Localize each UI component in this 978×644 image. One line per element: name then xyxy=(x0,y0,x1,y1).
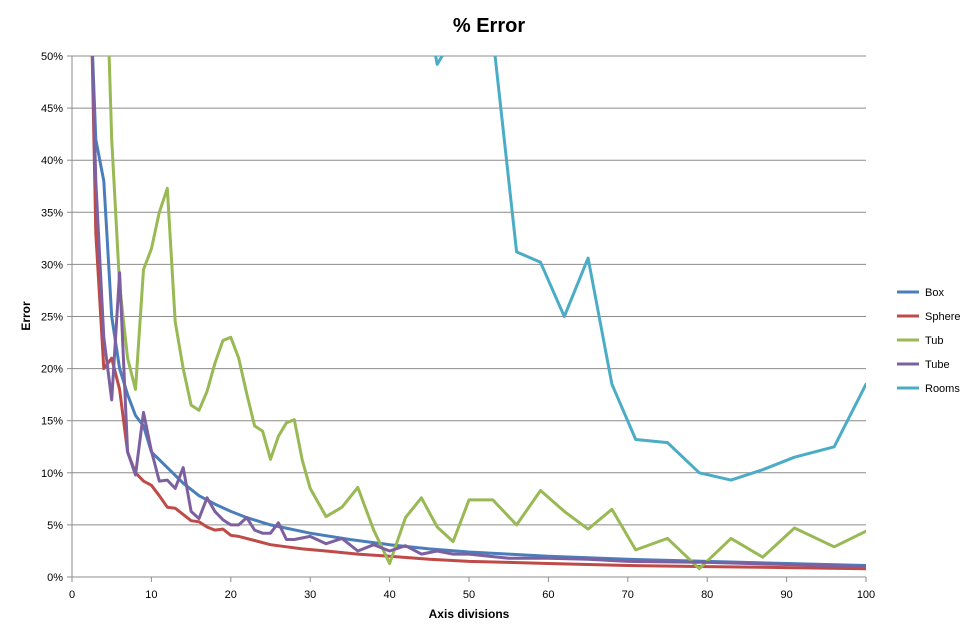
x-tick-label: 40 xyxy=(383,589,395,601)
x-tick-label: 20 xyxy=(225,589,237,601)
y-tick-label: 0% xyxy=(47,572,63,584)
series-line-tub xyxy=(107,56,866,571)
y-tick-label: 10% xyxy=(41,468,63,480)
gridlines xyxy=(72,55,866,526)
x-tick-label: 100 xyxy=(857,589,875,601)
series-line-rooms xyxy=(434,56,444,66)
y-tick-label: 5% xyxy=(47,520,63,532)
x-tick-label: 70 xyxy=(622,589,634,601)
axes xyxy=(67,55,867,582)
legend-label-tub: Tub xyxy=(925,335,944,347)
y-tick-label: 40% xyxy=(41,155,63,167)
legend: Box Sphere Tub Tube Rooms xyxy=(897,287,960,395)
legend-label-sphere: Sphere xyxy=(925,311,960,323)
x-tick-label: 90 xyxy=(780,589,792,601)
series-line-box xyxy=(91,56,866,567)
series-line-tube xyxy=(90,56,866,569)
y-axis-label: Error xyxy=(19,301,33,331)
legend-label-tube: Tube xyxy=(925,359,950,371)
series-lines xyxy=(90,56,866,571)
legend-label-box: Box xyxy=(925,287,944,299)
y-tick-label: 30% xyxy=(41,259,63,271)
y-tick-label: 20% xyxy=(41,364,63,376)
series-line-rooms xyxy=(493,56,866,482)
y-tick-label: 25% xyxy=(41,312,63,324)
tick-labels: 0% 5% 10% 15% 20% 25% 30% 35% 40% 45% 50% 0 10 20 30 40… xyxy=(41,51,875,601)
x-tick-label: 0 xyxy=(69,589,75,601)
chart-title: % Error xyxy=(453,15,525,37)
y-tick-label: 45% xyxy=(41,103,63,115)
y-tick-label: 50% xyxy=(41,51,63,63)
x-tick-label: 80 xyxy=(701,589,713,601)
y-tick-label: 15% xyxy=(41,416,63,428)
legend-label-rooms: Rooms xyxy=(925,383,960,395)
x-tick-label: 30 xyxy=(304,589,316,601)
x-axis-label: Axis divisions xyxy=(429,607,510,621)
x-tick-label: 50 xyxy=(463,589,475,601)
y-tick-label: 35% xyxy=(41,207,63,219)
x-tick-label: 10 xyxy=(145,589,157,601)
x-tick-label: 60 xyxy=(542,589,554,601)
